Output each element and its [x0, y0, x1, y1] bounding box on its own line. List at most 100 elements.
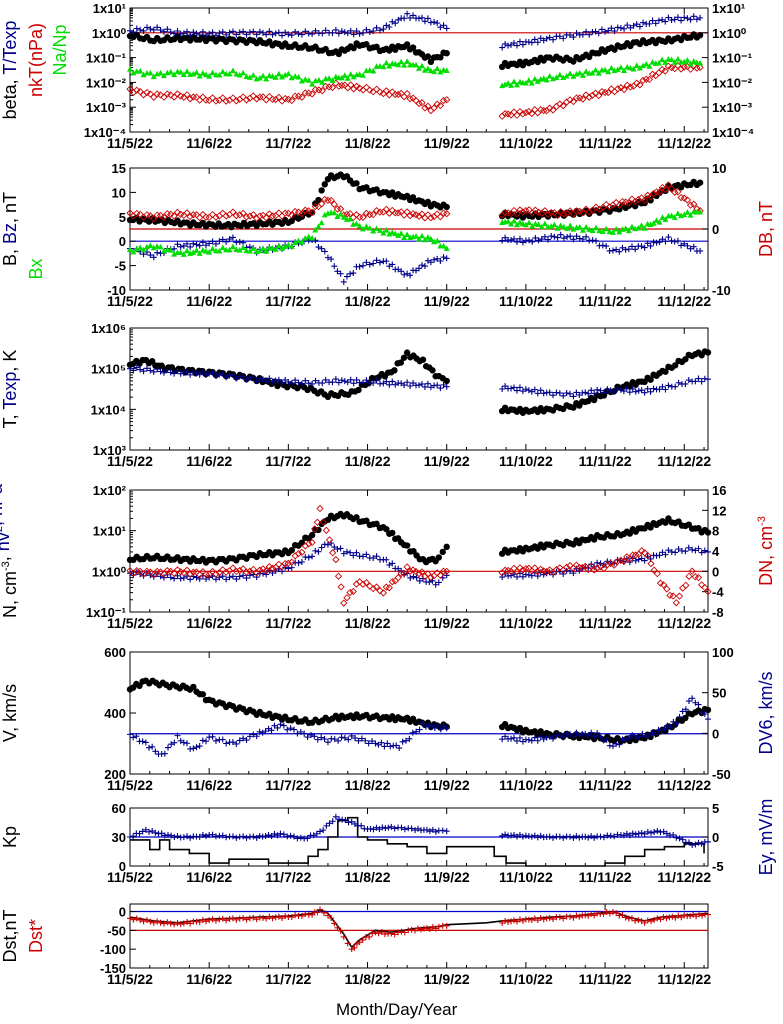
velocity-panel-point-blue: [240, 735, 247, 742]
magnetic-field-panel-point-blue: [609, 247, 616, 254]
beta-panel-point-blue: [395, 16, 402, 23]
magnetic-field-panel-point-blue: [690, 243, 697, 250]
magnetic-field-panel-point-green: [589, 227, 596, 233]
temperature-panel-point-blue: [250, 374, 257, 381]
beta-panel-point-green: [513, 81, 520, 88]
density-panel-point-blue: [347, 549, 354, 556]
temperature-panel-point-blue: [675, 379, 682, 386]
beta-panel-point-red: [288, 96, 296, 105]
velocity-panel-y-tick-label: 200: [104, 767, 126, 782]
beta-panel-point-blue: [633, 21, 640, 28]
beta-panel-point-blue: [253, 31, 260, 38]
temperature-panel-point-blue: [570, 393, 577, 400]
beta-panel-point-red: [403, 89, 411, 98]
beta-panel-y-tick-label: 1x10⁻¹: [86, 51, 126, 66]
beta-panel-point-blue: [164, 26, 171, 33]
beta-panel-point-green: [556, 71, 563, 78]
magnetic-field-panel-point-red: [160, 213, 168, 221]
density-panel-point-red: [704, 588, 712, 596]
velocity-panel-point-blue: [622, 736, 629, 743]
temperature-panel-point-blue: [522, 386, 529, 393]
beta-panel-point-green: [617, 64, 624, 70]
magnetic-field-panel-point-blue: [184, 240, 191, 247]
magnetic-field-panel-point-red: [239, 209, 247, 217]
dst-panel-point-red: [331, 920, 338, 927]
magnetic-field-panel-point-green: [526, 219, 533, 226]
beta-panel-point-green: [226, 70, 233, 77]
beta-panel-point-red: [614, 85, 622, 93]
beta-panel-point-green: [508, 82, 515, 88]
density-panel-point-red: [229, 564, 237, 572]
velocity-panel-point-blue: [352, 735, 359, 742]
magnetic-field-panel-point-blue: [427, 259, 434, 266]
kp-ey-panel-point-blue: [623, 830, 630, 837]
velocity-panel-point-blue: [434, 722, 441, 729]
density-panel-point-blue: [386, 561, 393, 568]
temperature-panel-point-blue: [140, 368, 147, 375]
beta-panel-point-red: [566, 96, 574, 104]
beta-panel-point-green: [690, 58, 697, 64]
velocity-panel-point-blue: [139, 738, 146, 745]
kp-ey-panel-x-tick-label: 11/10/22: [499, 869, 553, 885]
temperature-panel-point-blue: [650, 385, 657, 392]
beta-panel-point-green: [302, 76, 309, 82]
magnetic-field-panel-point-green: [143, 243, 150, 250]
beta-panel-point-red: [430, 104, 438, 112]
beta-panel-point-blue: [440, 22, 447, 29]
beta-panel-point-blue: [605, 27, 612, 34]
magnetic-field-panel-point-blue: [187, 243, 194, 250]
magnetic-field-panel-point-red: [501, 208, 509, 217]
beta-panel-point-green: [147, 69, 154, 76]
velocity-panel-point-blue: [161, 750, 168, 757]
temperature-panel-x-tick-label: 11/5/22: [107, 453, 153, 469]
beta-panel-point-blue: [366, 29, 373, 36]
beta-panel-y2-tick-label: 1x10⁻³: [712, 100, 753, 115]
beta-panel-point-blue: [665, 14, 672, 21]
dst-panel-point-red: [184, 919, 191, 926]
magnetic-field-panel-point-green: [508, 220, 515, 227]
magnetic-field-panel-point-red: [631, 198, 639, 206]
temperature-panel-y-axis-label: T, Texp, K: [0, 350, 20, 429]
temperature-panel-point-blue: [604, 386, 611, 393]
magnetic-field-panel-point-red: [522, 207, 530, 215]
magnetic-field-panel-point-red: [305, 207, 313, 215]
kp-ey-panel-point-blue: [149, 828, 156, 835]
temperature-panel-point-black: [662, 368, 669, 375]
temperature-panel-point-blue: [184, 368, 191, 375]
kp-ey-panel-point-blue: [597, 833, 604, 840]
dst-panel-point-red: [420, 925, 427, 932]
magnetic-field-panel-point-blue: [337, 270, 344, 277]
velocity-panel-point-blue: [594, 729, 601, 736]
beta-panel-point-green: [589, 69, 596, 76]
dst-panel-point-red: [314, 909, 321, 916]
beta-panel-point-blue: [376, 27, 383, 34]
magnetic-field-panel-point-blue: [674, 237, 681, 244]
magnetic-field-panel-point-green: [318, 219, 325, 226]
beta-panel-x-tick-label: 11/5/22: [107, 135, 153, 151]
magnetic-field-panel-point-red: [333, 205, 342, 213]
beta-panel-point-red: [421, 104, 429, 112]
magnetic-field-panel-point-blue: [638, 243, 645, 250]
magnetic-field-panel-point-green: [127, 246, 133, 252]
beta-panel-point-green: [563, 72, 570, 79]
beta-panel-point-blue: [154, 24, 161, 31]
kp-ey-panel-point-blue: [550, 834, 557, 841]
velocity-panel-point-blue: [393, 742, 400, 749]
dst-panel-point-red: [260, 914, 267, 921]
magnetic-field-panel-point-red: [324, 196, 332, 204]
temperature-panel-point-blue: [540, 390, 547, 397]
magnetic-field-panel-point-blue: [343, 273, 350, 280]
velocity-panel-point-blue: [588, 729, 595, 736]
beta-panel-point-red: [418, 98, 426, 107]
kp-ey-panel-point-blue: [203, 833, 210, 840]
temperature-panel-point-blue: [275, 376, 282, 383]
density-panel-y2-tick-label: 12: [712, 503, 726, 518]
magnetic-field-panel-point-green: [564, 225, 571, 231]
beta-panel-point-blue: [684, 15, 691, 22]
density-panel-point-red: [669, 592, 677, 600]
beta-panel-point-red: [585, 93, 593, 101]
magnetic-field-panel-point-red: [268, 212, 277, 220]
magnetic-field-panel-point-green: [505, 218, 512, 224]
dst-panel-point-red: [669, 913, 676, 920]
velocity-panel-point-blue: [321, 736, 328, 743]
